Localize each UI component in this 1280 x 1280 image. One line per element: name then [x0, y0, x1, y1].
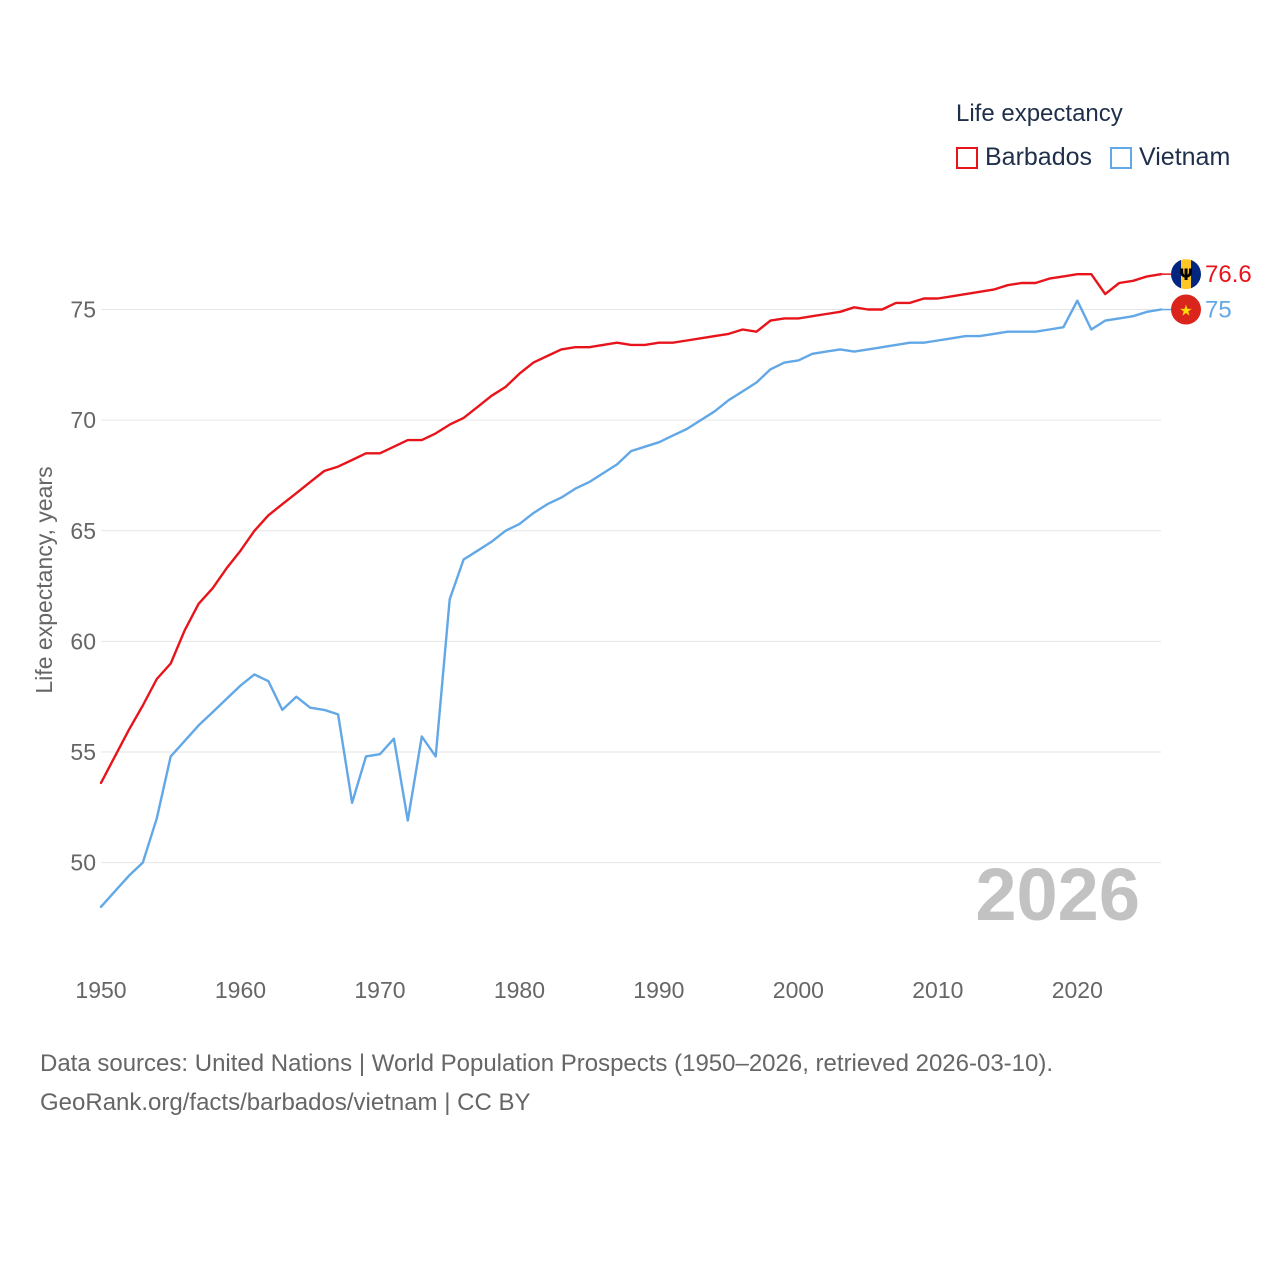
legend: Barbados Vietnam	[956, 143, 1248, 172]
y-axis-label: Life expectancy, years	[31, 466, 57, 693]
legend-swatch-vietnam	[1110, 146, 1133, 169]
x-tick-label-1970: 1970	[354, 977, 405, 1003]
legend-label-barbados: Barbados	[985, 143, 1093, 171]
legend-swatch-barbados	[956, 146, 978, 169]
x-tick-label-1950: 1950	[75, 977, 126, 1003]
end-value-label-vietnam: 75	[1205, 297, 1232, 324]
x-tick-label-1980: 1980	[494, 977, 545, 1003]
x-tick-label-2000: 2000	[773, 977, 824, 1003]
barbados-trident-icon: Ψ	[1179, 265, 1193, 284]
x-tick-label-1960: 1960	[215, 977, 266, 1003]
vietnam-flag-icon	[1171, 294, 1201, 325]
y-tick-label-55: 55	[70, 739, 96, 765]
legend-item-barbados[interactable]: Barbados	[956, 143, 1092, 172]
barbados-flag-right-band	[1191, 259, 1201, 290]
footer: Data sources: United Nations | World Pop…	[40, 1044, 1053, 1122]
legend-label-vietnam: Vietnam	[1139, 143, 1231, 171]
y-tick-label-50: 50	[70, 850, 96, 876]
series-line-barbados	[99, 273, 1163, 785]
barbados-flag-center-band	[1181, 259, 1191, 290]
y-tick-label-75: 75	[70, 297, 96, 323]
vietnam-star-icon: ★	[1179, 302, 1192, 320]
end-value-label-barbados: 76.6	[1205, 261, 1252, 288]
life-expectancy-chart: 50 55 60 65 70 75 1950 1960 1970 1980 1990 2000 2010…	[31, 259, 1252, 1003]
y-tick-label-70: 70	[70, 407, 96, 433]
y-tick-label-65: 65	[70, 518, 96, 544]
series-line-vietnam	[99, 299, 1163, 908]
data-sources-text: Data sources: United Nations | World Pop…	[40, 1050, 1054, 1077]
x-tick-label-1990: 1990	[633, 977, 684, 1003]
y-tick-label-60: 60	[70, 628, 96, 654]
attribution-link[interactable]: GeoRank.org/facts/barbados/vietnam | CC …	[40, 1089, 531, 1116]
year-watermark: 2026	[975, 853, 1140, 936]
legend-item-vietnam[interactable]: Vietnam	[1110, 143, 1230, 172]
x-tick-label-2020: 2020	[1052, 977, 1103, 1003]
barbados-flag-left-band	[1171, 259, 1181, 290]
legend-title: Life expectancy	[956, 100, 1123, 127]
x-tick-label-2010: 2010	[912, 977, 963, 1003]
